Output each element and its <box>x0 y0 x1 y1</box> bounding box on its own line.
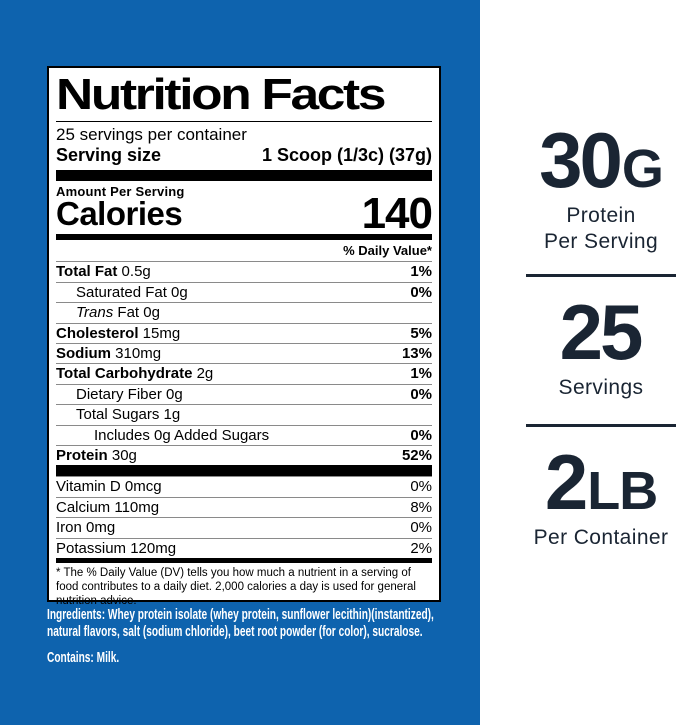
feature-callouts-panel: 30G Protein Per Serving 25 Servings 2LB … <box>480 0 679 725</box>
callout-divider <box>526 424 676 427</box>
allergen-statement: Contains: Milk. <box>47 649 120 666</box>
nutrient-row: Iron 0mg 0% <box>56 517 432 537</box>
callout-unit: G <box>621 139 664 199</box>
callout-servings-value: 25 <box>526 293 676 371</box>
callout-unit: LB <box>587 461 658 521</box>
section-bar <box>56 234 432 241</box>
section-bar <box>56 465 432 477</box>
blue-background: Nutrition Facts 25 servings per containe… <box>0 0 480 725</box>
callout-weight-value: 2LB <box>526 443 676 521</box>
nutrient-name: Cholesterol 15mg <box>56 324 181 342</box>
daily-value-percent: 0% <box>410 519 432 537</box>
callout-weight: 2LB Per Container <box>526 443 676 551</box>
serving-size-row: Serving size 1 Scoop (1/3c) (37g) <box>56 145 432 170</box>
daily-value-percent: 0% <box>410 385 432 403</box>
nutrient-row: Dietary Fiber 0g 0% <box>56 383 432 404</box>
nutrient-name: Protein 30g <box>56 447 137 464</box>
callout-label-line: Protein <box>566 204 636 228</box>
nutrient-name: Calcium 110mg <box>56 498 160 516</box>
section-bar <box>56 170 432 182</box>
callout-label-line: Servings <box>558 376 644 400</box>
nutrient-row: Saturated Fat 0g 0% <box>56 281 432 302</box>
nutrition-facts-label: Nutrition Facts 25 servings per containe… <box>47 66 441 607</box>
nutrient-row: Includes 0g Added Sugars 0% <box>56 424 432 445</box>
title-rule <box>56 120 432 122</box>
nutrient-name: Saturated Fat 0g <box>76 283 188 301</box>
callout-number: 30 <box>539 116 623 204</box>
nutrient-name: Iron 0mg <box>56 519 116 537</box>
daily-value-percent: 0% <box>410 283 432 301</box>
callout-weight-label: Per Container <box>526 525 676 551</box>
callout-protein-label: Protein Per Serving <box>526 203 676 255</box>
nutrient-name: Potassium 120mg <box>56 539 177 557</box>
nutrient-row: Total Fat 0.5g 1% <box>56 261 432 281</box>
nutrient-row: Protein 30g 52% <box>56 445 432 465</box>
label-title: Nutrition Facts <box>56 70 386 119</box>
ingredients-section: Ingredients: Whey protein isolate (whey … <box>47 607 446 666</box>
callout-servings-label: Servings <box>526 375 676 401</box>
daily-value-percent: 1% <box>410 365 432 383</box>
nutrient-name: Total Carbohydrate 2g <box>56 365 214 383</box>
callout-label-line: Per Container <box>533 526 669 550</box>
nutrient-row: Cholesterol 15mg 5% <box>56 322 432 343</box>
daily-value-percent: 13% <box>401 345 432 363</box>
calories-label: Calories <box>56 194 183 232</box>
daily-value-percent: 0% <box>410 478 432 496</box>
nutrient-name: Dietary Fiber 0g <box>76 385 183 403</box>
callout-protein-value: 30G <box>526 121 676 199</box>
callout-number: 2 <box>544 438 588 526</box>
daily-value-percent: 2% <box>410 539 432 557</box>
daily-value-percent: 52% <box>401 447 432 464</box>
ingredients-text: Ingredients: Whey protein isolate (whey … <box>47 607 434 640</box>
nutrient-name: Vitamin D 0mcg <box>56 478 162 496</box>
nutrient-row: Sodium 310mg 13% <box>56 343 432 363</box>
callout-number: 25 <box>559 288 644 376</box>
daily-value-percent: 5% <box>410 324 432 342</box>
section-bar <box>56 557 432 563</box>
nutrient-name: Total Sugars 1g <box>76 406 181 424</box>
nutrient-row: Total Sugars 1g <box>56 404 432 424</box>
daily-value-percent: 1% <box>410 263 432 281</box>
daily-value-footnote: * The % Daily Value (DV) tells you how m… <box>56 566 416 608</box>
nutrient-name: Total Fat 0.5g <box>56 263 151 281</box>
serving-size-label: Serving size <box>56 145 162 166</box>
nutrient-row: Calcium 110mg 8% <box>56 496 432 517</box>
callout-divider <box>526 274 676 277</box>
calories-value: 140 <box>361 189 433 239</box>
nutrient-row: Vitamin D 0mcg 0% <box>56 476 432 496</box>
nutrient-name: Includes 0g Added Sugars <box>94 426 270 444</box>
nutrient-row: Total Carbohydrate 2g 1% <box>56 363 432 383</box>
nutrient-name: Sodium 310mg <box>56 345 162 363</box>
daily-value-percent: 0% <box>410 426 432 444</box>
nutrient-name: Trans Fat 0g <box>76 304 160 322</box>
micronutrient-rows: Vitamin D 0mcg 0% Calcium 110mg 8% Iron 0mg 0… <box>56 476 432 558</box>
daily-value-header: % Daily Value* <box>343 243 432 259</box>
servings-per-container: 25 servings per container <box>56 124 247 144</box>
calories-row: Calories 140 <box>56 189 433 239</box>
daily-value-percent: 8% <box>410 498 432 516</box>
callout-servings: 25 Servings <box>526 293 676 401</box>
nutrient-row: Trans Fat 0g <box>56 302 432 322</box>
nutrient-rows: Total Fat 0.5g 1% Saturated Fat 0g 0% Trans … <box>56 261 432 465</box>
amount-per-serving-label: Amount Per Serving <box>56 184 185 200</box>
callout-protein: 30G Protein Per Serving <box>526 121 676 255</box>
serving-size-value: 1 Scoop (1/3c) (37g) <box>261 145 432 166</box>
callout-label-line: Per Serving <box>543 230 659 254</box>
nutrient-row: Potassium 120mg 2% <box>56 537 432 558</box>
